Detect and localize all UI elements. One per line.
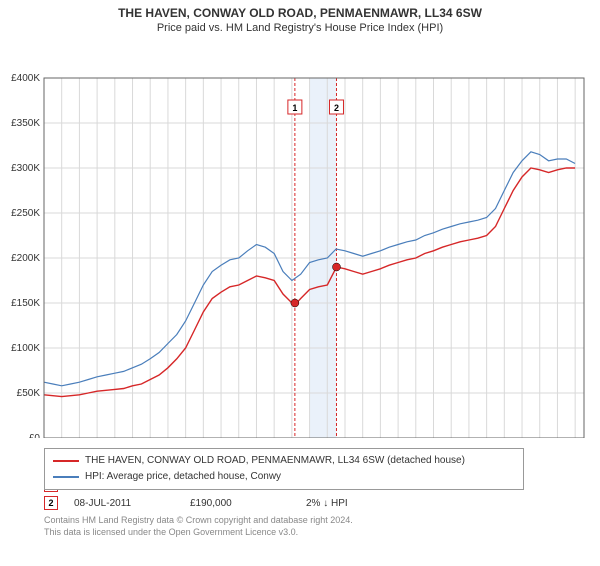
event-diff: 2% ↓ HPI <box>306 498 406 509</box>
svg-text:£150K: £150K <box>11 298 40 309</box>
legend-row: HPI: Average price, detached house, Conw… <box>53 469 515 485</box>
legend-label: THE HAVEN, CONWAY OLD ROAD, PENMAENMAWR,… <box>85 453 465 469</box>
svg-text:£50K: £50K <box>17 388 41 399</box>
price-chart: £0 £50K £100K £150K £200K £250K £300K £350K £400… <box>0 38 600 438</box>
svg-text:£250K: £250K <box>11 208 40 219</box>
svg-text:£200K: £200K <box>11 253 40 264</box>
legend-row: THE HAVEN, CONWAY OLD ROAD, PENMAENMAWR,… <box>53 453 515 469</box>
legend-swatch <box>53 476 79 478</box>
event-price: £190,000 <box>190 498 290 509</box>
chart-container: THE HAVEN, CONWAY OLD ROAD, PENMAENMAWR,… <box>0 6 600 566</box>
svg-text:1: 1 <box>292 103 297 113</box>
footer-line2: This data is licensed under the Open Gov… <box>44 526 600 538</box>
legend: THE HAVEN, CONWAY OLD ROAD, PENMAENMAWR,… <box>44 448 524 490</box>
svg-text:2: 2 <box>334 103 339 113</box>
legend-swatch <box>53 460 79 462</box>
footer-line1: Contains HM Land Registry data © Crown c… <box>44 514 600 526</box>
svg-text:£100K: £100K <box>11 343 40 354</box>
svg-text:£0: £0 <box>29 433 41 438</box>
chart-title: THE HAVEN, CONWAY OLD ROAD, PENMAENMAWR,… <box>0 6 600 20</box>
footer: Contains HM Land Registry data © Crown c… <box>44 514 600 538</box>
event-date: 08-JUL-2011 <box>74 498 174 509</box>
svg-text:£300K: £300K <box>11 163 40 174</box>
svg-text:£400K: £400K <box>11 73 40 84</box>
event-badge: 2 <box>44 496 58 510</box>
svg-text:£350K: £350K <box>11 118 40 129</box>
event-row: 2 08-JUL-2011 £190,000 2% ↓ HPI <box>44 496 600 510</box>
chart-subtitle: Price paid vs. HM Land Registry's House … <box>0 22 600 34</box>
legend-label: HPI: Average price, detached house, Conw… <box>85 469 281 485</box>
